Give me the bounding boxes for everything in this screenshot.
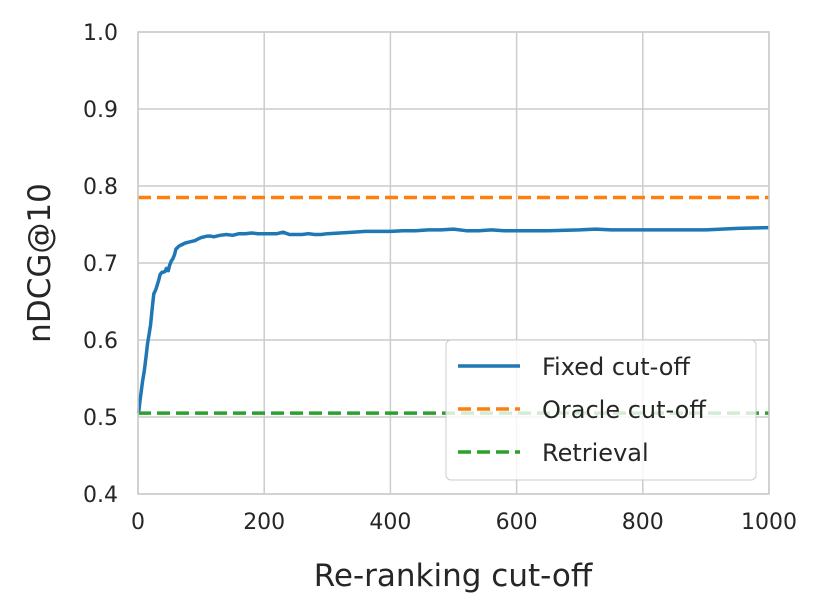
legend-box — [445, 339, 757, 481]
y-tick-label: 0.6 — [83, 329, 118, 354]
y-tick-labels: 0.4 0.5 0.6 0.7 0.8 0.9 1.0 — [83, 21, 118, 508]
series-line-1 — [136, 225, 770, 414]
x-tick-label: 200 — [243, 510, 285, 535]
y-tick-label: 0.8 — [83, 175, 118, 200]
y-tick-label: 0.9 — [83, 98, 118, 123]
x-tick-label: 1000 — [741, 510, 797, 535]
x-tick-label: 400 — [369, 510, 411, 535]
x-tick-label: 800 — [622, 510, 664, 535]
y-tick-label: 0.5 — [83, 406, 118, 431]
y-tick-label: 0.7 — [83, 252, 118, 277]
legend-label-1: Fixed cut-off — [542, 353, 690, 381]
y-tick-label: 1.0 — [83, 21, 118, 46]
x-tick-label: 600 — [496, 510, 538, 535]
grid-lines — [137, 31, 770, 495]
y-tick-label: 0.4 — [83, 483, 118, 508]
y-axis-label: nDCG@10 — [22, 183, 58, 343]
x-tick-label: 0 — [131, 510, 145, 535]
legend-label-3: Retrieval — [542, 439, 649, 467]
legend-label-2: Oracle cut-off — [542, 396, 706, 424]
x-axis-label: Re-ranking cut-off — [314, 558, 593, 594]
x-tick-labels: 0 200 400 600 800 1000 — [131, 510, 797, 535]
plot-frame — [137, 31, 770, 495]
legend: Fixed cut-off Oracle cut-off Retrieval — [445, 339, 757, 481]
